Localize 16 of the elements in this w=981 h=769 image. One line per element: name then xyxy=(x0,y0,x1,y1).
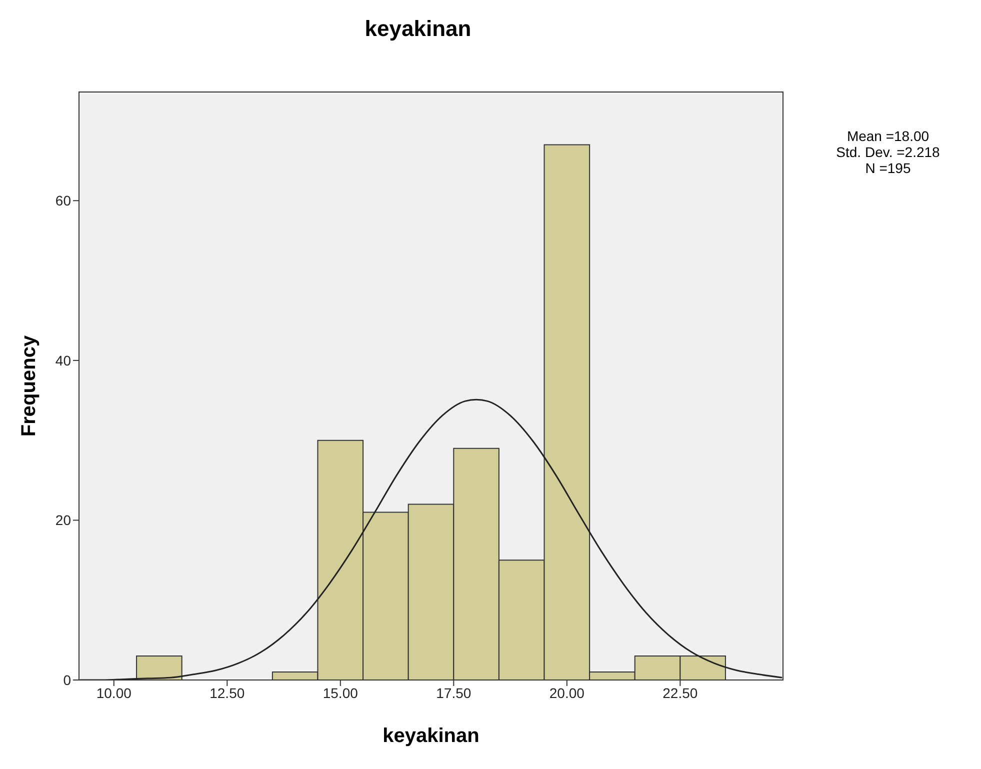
x-tick-label: 20.00 xyxy=(549,684,585,701)
chart-title: keyakinan xyxy=(364,16,472,42)
x-tick-label: 17.50 xyxy=(436,684,472,701)
y-tick-label: 20 xyxy=(55,512,72,528)
x-tick-label: 12.50 xyxy=(210,684,245,701)
y-tick-label: 0 xyxy=(63,672,72,688)
x-axis-title: keyakinan xyxy=(382,725,480,747)
y-tick-label: 60 xyxy=(55,192,72,209)
y-axis-title: Frequency xyxy=(18,334,40,437)
y-tick-label: 40 xyxy=(55,352,72,368)
x-tick-label: 22.50 xyxy=(662,684,698,701)
text: Std. Dev. =2.218 xyxy=(835,144,941,160)
x-tick-label: 15.00 xyxy=(322,684,358,701)
text: N =195 xyxy=(864,160,912,176)
x-tick-label: 10.00 xyxy=(96,684,132,701)
text: Mean =18.00 xyxy=(846,128,930,144)
